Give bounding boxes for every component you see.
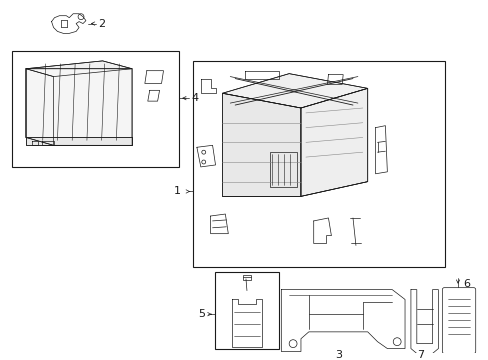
Polygon shape — [222, 93, 300, 196]
Text: 3: 3 — [334, 350, 341, 360]
Text: 5: 5 — [197, 309, 204, 319]
Bar — [193, 61, 445, 267]
Polygon shape — [26, 69, 132, 145]
Bar — [243, 275, 250, 280]
Text: 4: 4 — [191, 93, 198, 103]
Text: 2: 2 — [98, 19, 104, 28]
Polygon shape — [300, 88, 367, 196]
Bar — [214, 272, 279, 348]
Polygon shape — [26, 61, 132, 77]
Bar — [269, 152, 296, 186]
Polygon shape — [26, 138, 132, 145]
Text: 6: 6 — [462, 279, 469, 289]
Polygon shape — [26, 69, 53, 145]
Polygon shape — [222, 74, 367, 108]
Text: 1: 1 — [174, 186, 181, 197]
Text: 7: 7 — [416, 350, 424, 360]
Bar — [12, 51, 179, 167]
